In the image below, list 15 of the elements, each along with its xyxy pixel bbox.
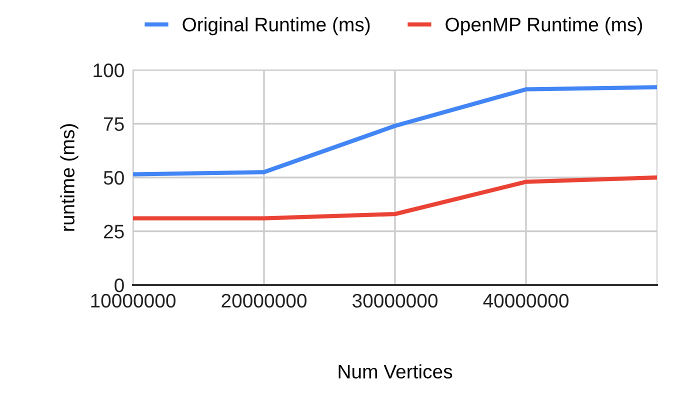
y-tick-label: 100 xyxy=(94,63,124,78)
line-series xyxy=(133,85,657,176)
y-axis-title: runtime (ms) xyxy=(60,124,78,231)
y-tick-label: 75 xyxy=(104,117,124,131)
x-tick-label: 40000000 xyxy=(483,294,568,308)
x-tick-label: 10000000 xyxy=(91,294,176,308)
x-tick-label: 20000000 xyxy=(222,294,306,308)
legend-label: OpenMP Runtime (ms) xyxy=(446,17,642,36)
y-tick-label: 50 xyxy=(104,170,124,185)
legend-label: Original Runtime (ms) xyxy=(182,17,370,36)
line-series xyxy=(133,175,657,220)
y-tick-label: 0 xyxy=(114,278,124,292)
y-tick-label: 25 xyxy=(104,224,124,238)
x-tick-label: 30000000 xyxy=(352,294,438,308)
x-axis-title: Num Vertices xyxy=(338,364,452,379)
